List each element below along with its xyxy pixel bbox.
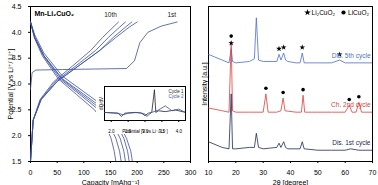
svg-text:4.5: 4.5: [12, 3, 22, 10]
svg-text:3.5: 3.5: [11, 54, 22, 62]
svg-text:Cycle 1: Cycle 1: [168, 88, 184, 94]
svg-text:2.0: 2.0: [108, 129, 115, 134]
svg-text:Capacity [mAhg⁻¹]: Capacity [mAhg⁻¹]: [82, 179, 139, 185]
svg-text:Potential [V vs Li⁺/ Li⁺]: Potential [V vs Li⁺/ Li⁺]: [122, 129, 168, 134]
svg-text:Dis. 1st cycle: Dis. 1st cycle: [332, 139, 371, 147]
html-text:LiCuO₂: LiCuO₂: [348, 9, 369, 16]
svg-text:10: 10: [205, 169, 213, 176]
svg-text:Mn-Li₂CuO₂: Mn-Li₂CuO₂: [35, 10, 75, 17]
svg-text:250: 250: [158, 169, 170, 176]
svg-text:20: 20: [232, 169, 240, 176]
svg-text:30: 30: [259, 169, 267, 176]
svg-text:50: 50: [53, 169, 61, 176]
svg-text:70: 70: [369, 169, 377, 176]
svg-text:2.5: 2.5: [11, 106, 22, 114]
svg-text:100: 100: [78, 169, 90, 176]
svg-text:Dis. 5th cycle: Dis. 5th cycle: [332, 52, 371, 60]
svg-text:1st: 1st: [167, 11, 176, 18]
svg-text:40: 40: [287, 169, 295, 176]
svg-text:0: 0: [29, 169, 33, 176]
svg-text:50: 50: [314, 169, 322, 176]
svg-text:3.0: 3.0: [11, 80, 22, 88]
svg-text:2θ [degree]: 2θ [degree]: [273, 179, 308, 185]
svg-text:4.0: 4.0: [12, 29, 22, 36]
svg-text:Potential [V vs Li⁺/ Li⁺]: Potential [V vs Li⁺/ Li⁺]: [7, 49, 15, 120]
svg-text:200: 200: [131, 169, 143, 176]
svg-text:Cycle 2: Cycle 2: [168, 94, 184, 99]
svg-text:1.5: 1.5: [12, 158, 22, 165]
svg-text:Ch. 2nd cycle: Ch. 2nd cycle: [331, 101, 371, 109]
svg-text:150: 150: [105, 169, 117, 176]
svg-text:60: 60: [341, 169, 349, 176]
svg-text:Intensity [a.u.]: Intensity [a.u.]: [201, 62, 209, 106]
svg-text:10th: 10th: [104, 11, 117, 18]
svg-text:300: 300: [185, 169, 197, 176]
html-text:Li₂CuO₂: Li₂CuO₂: [311, 9, 335, 16]
svg-text:2.0: 2.0: [12, 132, 22, 139]
svg-text:dQ/dV: dQ/dV: [99, 97, 104, 110]
svg-text:4.0: 4.0: [176, 129, 183, 134]
